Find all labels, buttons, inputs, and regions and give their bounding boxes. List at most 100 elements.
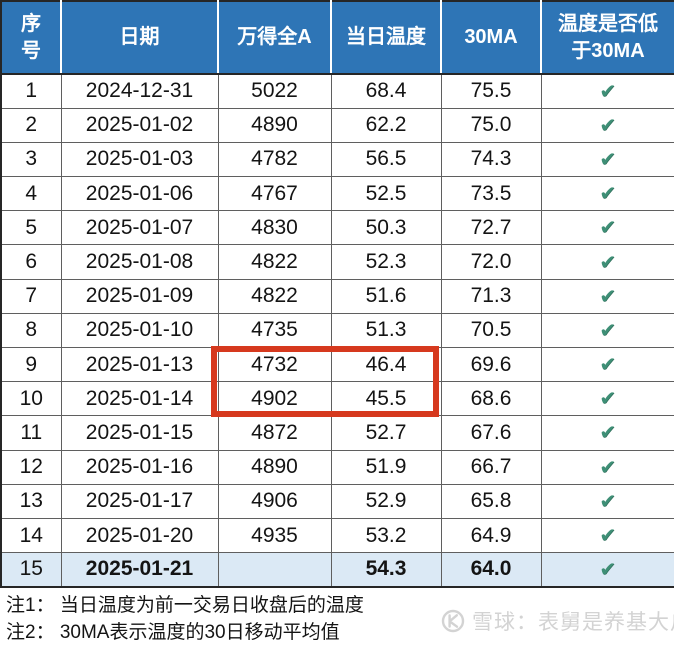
cell-date: 2025-01-03 xyxy=(60,141,219,178)
cell-index: 6 xyxy=(0,244,62,280)
checkmark-icon: ✔ xyxy=(540,415,674,451)
table-header: 序号 日期 万得全A 当日温度 30MA 温度是否低于30MA xyxy=(1,1,674,75)
cell-date: 2025-01-06 xyxy=(60,176,219,212)
cell-day-temperature: 46.4 xyxy=(330,346,442,383)
table-row: 12 2025-01-16 4890 51.9 66.7 ✔ xyxy=(0,449,674,485)
cell-date: 2025-01-14 xyxy=(60,381,219,417)
cell-index: 5 xyxy=(0,210,62,246)
header-below-30ma: 温度是否低于30MA xyxy=(541,1,674,75)
cell-wind-all-a: 4732 xyxy=(217,346,332,383)
cell-day-temperature: 52.9 xyxy=(330,483,442,519)
cell-day-temperature: 51.9 xyxy=(330,449,442,485)
cell-wind-all-a: 4902 xyxy=(217,381,332,417)
cell-date: 2025-01-21 xyxy=(60,552,219,588)
table-row: 13 2025-01-17 4906 52.9 65.8 ✔ xyxy=(0,483,674,519)
table-row: 11 2025-01-15 4872 52.7 67.6 ✔ xyxy=(0,415,674,451)
cell-wind-all-a: 4822 xyxy=(217,244,332,280)
temperature-table: 序号 日期 万得全A 当日温度 30MA 温度是否低于30MA 1 2024-1… xyxy=(0,0,674,588)
cell-date: 2025-01-02 xyxy=(60,107,219,143)
table-row: 3 2025-01-03 4782 56.5 74.3 ✔ xyxy=(0,141,674,178)
cell-index: 15 xyxy=(0,552,62,588)
header-day-temperature: 当日温度 xyxy=(331,1,442,75)
cell-day-temperature: 54.3 xyxy=(330,552,442,588)
table-row: 10 2025-01-14 4902 45.5 68.6 ✔ xyxy=(0,381,674,417)
checkmark-icon: ✔ xyxy=(540,210,674,246)
cell-index: 2 xyxy=(0,107,62,143)
cell-day-temperature: 52.7 xyxy=(330,415,442,451)
table-row: 14 2025-01-20 4935 53.2 64.9 ✔ xyxy=(0,517,674,554)
table-row: 6 2025-01-08 4822 52.3 72.0 ✔ xyxy=(0,244,674,280)
table-row: 1 2024-12-31 5022 68.4 75.5 ✔ xyxy=(0,73,674,109)
cell-day-temperature: 68.4 xyxy=(330,73,442,109)
table-row: 2 2025-01-02 4890 62.2 75.0 ✔ xyxy=(0,107,674,143)
table-row: 15 2025-01-21 54.3 64.0 ✔ xyxy=(0,552,674,588)
cell-wind-all-a: 4782 xyxy=(217,141,332,178)
cell-day-temperature: 52.3 xyxy=(330,244,442,280)
checkmark-icon: ✔ xyxy=(540,278,674,314)
checkmark-icon: ✔ xyxy=(540,312,674,349)
checkmark-icon: ✔ xyxy=(540,141,674,178)
checkmark-icon: ✔ xyxy=(540,244,674,280)
cell-30ma: 70.5 xyxy=(440,312,542,349)
cell-index: 9 xyxy=(0,346,62,383)
cell-index: 3 xyxy=(0,141,62,178)
cell-day-temperature: 62.2 xyxy=(330,107,442,143)
table-row: 7 2025-01-09 4822 51.6 71.3 ✔ xyxy=(0,278,674,314)
cell-30ma: 72.0 xyxy=(440,244,542,280)
checkmark-icon: ✔ xyxy=(540,176,674,212)
cell-30ma: 68.6 xyxy=(440,381,542,417)
cell-day-temperature: 51.3 xyxy=(330,312,442,349)
header-index: 序号 xyxy=(1,1,62,75)
table-row: 5 2025-01-07 4830 50.3 72.7 ✔ xyxy=(0,210,674,246)
cell-30ma: 74.3 xyxy=(440,141,542,178)
cell-index: 4 xyxy=(0,176,62,212)
cell-day-temperature: 52.5 xyxy=(330,176,442,212)
cell-index: 11 xyxy=(0,415,62,451)
table-row: 9 2025-01-13 4732 46.4 69.6 ✔ xyxy=(0,346,674,383)
cell-wind-all-a: 5022 xyxy=(217,73,332,109)
cell-30ma: 65.8 xyxy=(440,483,542,519)
cell-date: 2025-01-07 xyxy=(60,210,219,246)
cell-wind-all-a: 4767 xyxy=(217,176,332,212)
cell-date: 2024-12-31 xyxy=(60,73,219,109)
cell-date: 2025-01-13 xyxy=(60,346,219,383)
footnote-1: 注1： 当日温度为前一交易日收盘后的温度 xyxy=(6,595,364,616)
cell-30ma: 75.0 xyxy=(440,107,542,143)
cell-wind-all-a: 4890 xyxy=(217,449,332,485)
cell-day-temperature: 50.3 xyxy=(330,210,442,246)
cell-wind-all-a xyxy=(217,552,332,588)
checkmark-icon: ✔ xyxy=(540,381,674,417)
footnote-2: 注2： 30MA表示温度的30日移动平均值 xyxy=(6,622,340,643)
cell-day-temperature: 56.5 xyxy=(330,141,442,178)
cell-wind-all-a: 4890 xyxy=(217,107,332,143)
footnotes: 注1： 当日温度为前一交易日收盘后的温度 注2： 30MA表示温度的30日移动平… xyxy=(6,592,364,645)
checkmark-icon: ✔ xyxy=(540,483,674,519)
cell-30ma: 64.9 xyxy=(440,517,542,554)
cell-30ma: 67.6 xyxy=(440,415,542,451)
table-body: 1 2024-12-31 5022 68.4 75.5 ✔ 2 2025-01-… xyxy=(0,73,674,588)
cell-30ma: 75.5 xyxy=(440,73,542,109)
cell-wind-all-a: 4830 xyxy=(217,210,332,246)
cell-index: 8 xyxy=(0,312,62,349)
cell-wind-all-a: 4872 xyxy=(217,415,332,451)
cell-30ma: 69.6 xyxy=(440,346,542,383)
header-row: 序号 日期 万得全A 当日温度 30MA 温度是否低于30MA xyxy=(1,1,674,75)
cell-date: 2025-01-09 xyxy=(60,278,219,314)
cell-index: 14 xyxy=(0,517,62,554)
cell-index: 1 xyxy=(0,73,62,109)
cell-index: 13 xyxy=(0,483,62,519)
cell-index: 10 xyxy=(0,381,62,417)
cell-day-temperature: 51.6 xyxy=(330,278,442,314)
cell-date: 2025-01-20 xyxy=(60,517,219,554)
cell-30ma: 71.3 xyxy=(440,278,542,314)
cell-wind-all-a: 4935 xyxy=(217,517,332,554)
table-row: 4 2025-01-06 4767 52.5 73.5 ✔ xyxy=(0,176,674,212)
checkmark-icon: ✔ xyxy=(540,107,674,143)
header-30ma: 30MA xyxy=(441,1,542,75)
cell-date: 2025-01-08 xyxy=(60,244,219,280)
table-row: 8 2025-01-10 4735 51.3 70.5 ✔ xyxy=(0,312,674,349)
cell-index: 7 xyxy=(0,278,62,314)
header-wind-all-a: 万得全A xyxy=(218,1,332,75)
cell-date: 2025-01-10 xyxy=(60,312,219,349)
